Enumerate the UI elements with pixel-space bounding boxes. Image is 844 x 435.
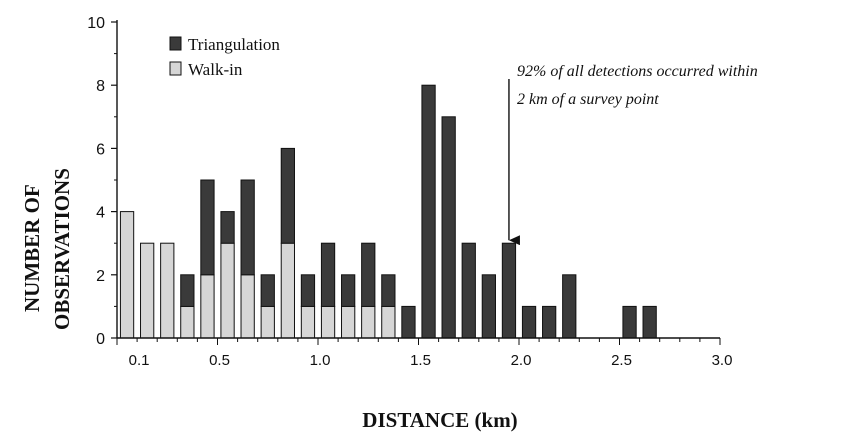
- bar-triangulation-3: [180, 274, 195, 307]
- bars-group: [119, 84, 657, 339]
- bar-triangulation-22: [562, 274, 577, 339]
- bar-walk-in-6: [240, 274, 255, 339]
- bar-triangulation-19: [501, 242, 517, 339]
- bar-triangulation-7: [260, 274, 275, 307]
- y-axis-title-line-2: OBSERVATIONS: [50, 168, 74, 330]
- bar-walk-in-11: [341, 305, 356, 339]
- bar-triangulation-17: [461, 242, 476, 339]
- axes-group: 0 2 4 6 8 10 0.1 0.5 1.0 1.5 2.0 2.5 3.0: [87, 15, 732, 369]
- bar-triangulation-20: [521, 305, 537, 339]
- x-axis-title: DISTANCE (km): [362, 408, 517, 432]
- legend-label-triangulation: Triangulation: [188, 35, 280, 54]
- x-tick-label: 1.0: [310, 352, 331, 369]
- bar-walk-in-7: [260, 305, 275, 339]
- bar-walk-in-3: [180, 305, 195, 339]
- y-tick-label: 10: [87, 15, 105, 32]
- x-tick-label: 0.5: [209, 352, 230, 369]
- bar-triangulation-11: [341, 274, 356, 307]
- x-tick-label: 2.5: [611, 352, 632, 369]
- bar-triangulation-24: [642, 305, 657, 339]
- x-tick-label: 2.0: [511, 352, 532, 369]
- bar-walk-in-9: [300, 305, 316, 339]
- bar-walk-in-0: [119, 211, 135, 339]
- x-tick-label: 1.5: [410, 352, 431, 369]
- y-tick-label: 8: [96, 78, 105, 95]
- bar-triangulation-18: [481, 274, 496, 339]
- bar-triangulation-13: [381, 274, 396, 307]
- bar-walk-in-8: [280, 242, 295, 339]
- y-axis-title-line-1: NUMBER OF: [20, 184, 44, 312]
- annotation-line-1: 92% of all detections occurred within: [517, 63, 758, 80]
- y-tick-label: 4: [96, 205, 105, 222]
- legend: Triangulation Walk-in: [169, 35, 280, 79]
- bar-walk-in-5: [220, 242, 235, 339]
- bar-walk-in-1: [140, 242, 155, 339]
- bar-walk-in-2: [160, 242, 175, 339]
- bar-walk-in-12: [361, 305, 376, 339]
- bar-walk-in-13: [381, 305, 396, 339]
- bar-walk-in-4: [200, 274, 215, 339]
- bar-triangulation-8: [280, 147, 295, 244]
- annotation-line-2: 2 km of a survey point: [517, 91, 659, 108]
- x-tick-label: 3.0: [712, 352, 733, 369]
- bar-triangulation-12: [361, 242, 376, 307]
- bar-triangulation-14: [401, 305, 416, 339]
- legend-label-walk-in: Walk-in: [188, 60, 243, 79]
- legend-swatch-triangulation: [169, 36, 182, 51]
- bar-triangulation-23: [622, 305, 637, 339]
- x-tick-label: 0.1: [129, 352, 150, 369]
- y-tick-label: 0: [96, 331, 105, 348]
- bar-triangulation-10: [320, 242, 336, 307]
- bar-triangulation-5: [220, 211, 235, 244]
- annotation: 92% of all detections occurred within 2 …: [508, 63, 758, 246]
- bar-triangulation-6: [240, 179, 255, 276]
- y-tick-label: 6: [96, 141, 105, 158]
- y-tick-label: 2: [96, 268, 105, 285]
- bar-triangulation-16: [441, 116, 456, 339]
- bar-triangulation-9: [300, 274, 316, 307]
- bar-walk-in-10: [320, 305, 336, 339]
- bar-triangulation-15: [421, 84, 436, 339]
- bar-triangulation-21: [542, 305, 557, 339]
- bar-triangulation-4: [200, 179, 215, 276]
- legend-swatch-walk-in: [169, 61, 182, 76]
